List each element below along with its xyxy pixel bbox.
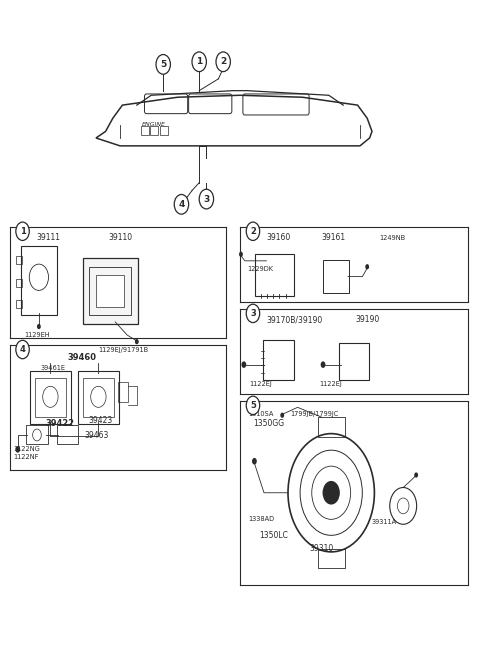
Text: 1122NF: 1122NF: [13, 454, 39, 461]
Text: 1338AD: 1338AD: [248, 516, 274, 522]
Text: 39423: 39423: [89, 416, 113, 425]
Circle shape: [323, 481, 340, 505]
FancyBboxPatch shape: [83, 258, 138, 324]
Text: 2: 2: [220, 57, 227, 66]
Text: 4: 4: [20, 345, 25, 354]
Circle shape: [156, 55, 170, 74]
Text: 1799JB/1799JC: 1799JB/1799JC: [290, 411, 339, 417]
Text: 1249NB: 1249NB: [379, 235, 405, 241]
Text: 39463: 39463: [84, 431, 108, 440]
Circle shape: [199, 189, 214, 209]
Text: 5: 5: [250, 401, 256, 410]
Circle shape: [192, 52, 206, 72]
Text: 39111: 39111: [36, 233, 60, 242]
Circle shape: [246, 396, 260, 415]
Text: 39310: 39310: [310, 544, 334, 553]
Text: 39460: 39460: [67, 353, 96, 362]
Circle shape: [239, 252, 243, 257]
Circle shape: [280, 413, 284, 418]
Text: 39110: 39110: [108, 233, 132, 242]
Circle shape: [246, 304, 260, 323]
Text: 1: 1: [20, 227, 25, 236]
Text: 2: 2: [250, 227, 256, 236]
Text: 1310SA: 1310SA: [248, 411, 274, 417]
Text: 39422: 39422: [46, 419, 75, 428]
Circle shape: [365, 264, 369, 269]
Text: 3: 3: [203, 194, 210, 204]
Text: 39311A: 39311A: [372, 519, 397, 526]
FancyBboxPatch shape: [96, 275, 124, 307]
Text: 39161: 39161: [322, 233, 346, 242]
Circle shape: [135, 339, 139, 344]
Text: 1: 1: [196, 57, 203, 66]
Text: 1122NG: 1122NG: [13, 446, 40, 453]
Text: 1129EJ/91791B: 1129EJ/91791B: [98, 347, 148, 353]
Text: 3: 3: [250, 309, 256, 318]
Text: 1129EH: 1129EH: [24, 332, 49, 338]
Text: 39170B/39190: 39170B/39190: [266, 315, 323, 325]
Text: 39190: 39190: [355, 315, 380, 325]
Text: 1229DK: 1229DK: [247, 266, 273, 273]
Circle shape: [16, 222, 29, 240]
Circle shape: [37, 324, 41, 329]
Circle shape: [16, 340, 29, 359]
Circle shape: [246, 222, 260, 240]
Circle shape: [15, 446, 20, 453]
Circle shape: [216, 52, 230, 72]
Text: ENGINE: ENGINE: [142, 122, 166, 127]
Text: 39160: 39160: [266, 233, 291, 242]
Text: 5: 5: [160, 60, 167, 69]
Text: 1122EJ: 1122EJ: [319, 381, 342, 388]
Circle shape: [174, 194, 189, 214]
Text: 1350GG: 1350GG: [253, 419, 284, 428]
Text: 1122EJ: 1122EJ: [250, 381, 272, 388]
Circle shape: [321, 361, 325, 368]
Circle shape: [252, 458, 257, 464]
Circle shape: [241, 361, 246, 368]
Text: 1350LC: 1350LC: [259, 531, 288, 540]
Text: 4: 4: [178, 200, 185, 209]
Text: 39461E: 39461E: [41, 365, 66, 371]
Circle shape: [414, 472, 418, 478]
